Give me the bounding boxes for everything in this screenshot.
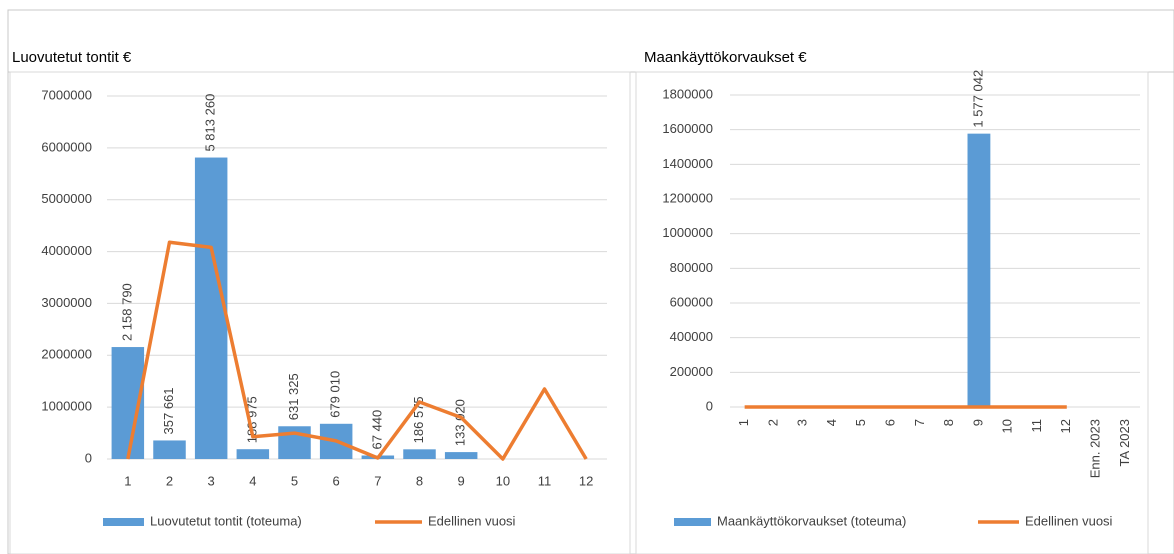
bar [967, 133, 991, 407]
x-tick-label: 7 [374, 473, 381, 488]
legend-label: Maankäyttökorvaukset (toteuma) [717, 513, 906, 528]
y-tick-label: 2000000 [41, 347, 92, 362]
legend-swatch [674, 518, 711, 526]
x-tick-label: 5 [853, 419, 868, 426]
data-label: 133 020 [453, 399, 468, 446]
y-tick-label: 0 [706, 398, 713, 413]
y-tick-label: 5000000 [41, 191, 92, 206]
x-tick-label: Enn. 2023 [1088, 419, 1103, 478]
y-tick-label: 6000000 [41, 139, 92, 154]
x-tick-label: 8 [416, 473, 423, 488]
y-tick-label: 800000 [670, 260, 713, 275]
y-tick-label: 200000 [670, 364, 713, 379]
y-tick-label: 0 [85, 450, 92, 465]
bar [444, 452, 478, 459]
bar [236, 449, 270, 459]
y-tick-label: 1400000 [662, 156, 713, 171]
x-tick-label: 11 [1029, 419, 1044, 433]
data-label: 2 158 790 [119, 283, 134, 341]
x-tick-label: 3 [795, 419, 810, 426]
x-tick-label: 1 [736, 419, 751, 426]
y-tick-label: 1800000 [662, 86, 713, 101]
data-label: 631 325 [286, 373, 301, 420]
panel [9, 71, 631, 554]
y-tick-label: 1200000 [662, 190, 713, 205]
y-tick-label: 400000 [670, 329, 713, 344]
x-tick-label: 4 [249, 473, 256, 488]
x-tick-label: 10 [496, 473, 510, 488]
data-label: 679 010 [328, 371, 343, 418]
bar [153, 440, 186, 459]
panel [635, 71, 1149, 554]
data-label: 5 813 260 [203, 94, 218, 152]
x-tick-label: 6 [883, 419, 898, 426]
legend-swatch [103, 518, 144, 526]
x-tick-label: 12 [579, 473, 593, 488]
chart-title: Luovutetut tontit € [12, 49, 132, 66]
legend-label: Edellinen vuosi [428, 513, 516, 528]
y-tick-label: 600000 [670, 294, 713, 309]
legend-label: Edellinen vuosi [1025, 513, 1113, 528]
x-tick-label: 11 [538, 473, 552, 488]
x-tick-label: 12 [1058, 419, 1073, 433]
x-tick-label: 8 [941, 419, 956, 426]
bar [278, 426, 311, 459]
y-tick-label: 7000000 [41, 87, 92, 102]
data-label: 67 440 [369, 410, 384, 450]
y-tick-label: 1600000 [662, 121, 713, 136]
x-tick-label: 3 [208, 473, 215, 488]
chart-title: Maankäyttökorvaukset € [644, 49, 807, 66]
legend-label: Luovutetut tontit (toteuma) [150, 513, 302, 528]
x-tick-label: 2 [166, 473, 173, 488]
data-label: 1 577 042 [970, 70, 985, 128]
x-tick-label: 1 [124, 473, 131, 488]
x-tick-label: 2 [765, 419, 780, 426]
y-tick-label: 3000000 [41, 295, 92, 310]
y-tick-label: 1000000 [41, 399, 92, 414]
x-tick-label: 10 [1000, 419, 1015, 433]
y-tick-label: 4000000 [41, 243, 92, 258]
x-tick-label: 9 [970, 419, 985, 426]
x-tick-label: 7 [912, 419, 927, 426]
x-tick-label: 4 [824, 419, 839, 426]
bar [194, 157, 228, 459]
bar [403, 449, 436, 459]
line [126, 240, 588, 461]
x-tick-label: 5 [291, 473, 298, 488]
x-tick-label: 9 [458, 473, 465, 488]
data-label: 357 661 [161, 387, 176, 434]
y-tick-label: 1000000 [662, 225, 713, 240]
x-tick-label: 6 [333, 473, 340, 488]
x-tick-label: TA 2023 [1117, 419, 1132, 466]
